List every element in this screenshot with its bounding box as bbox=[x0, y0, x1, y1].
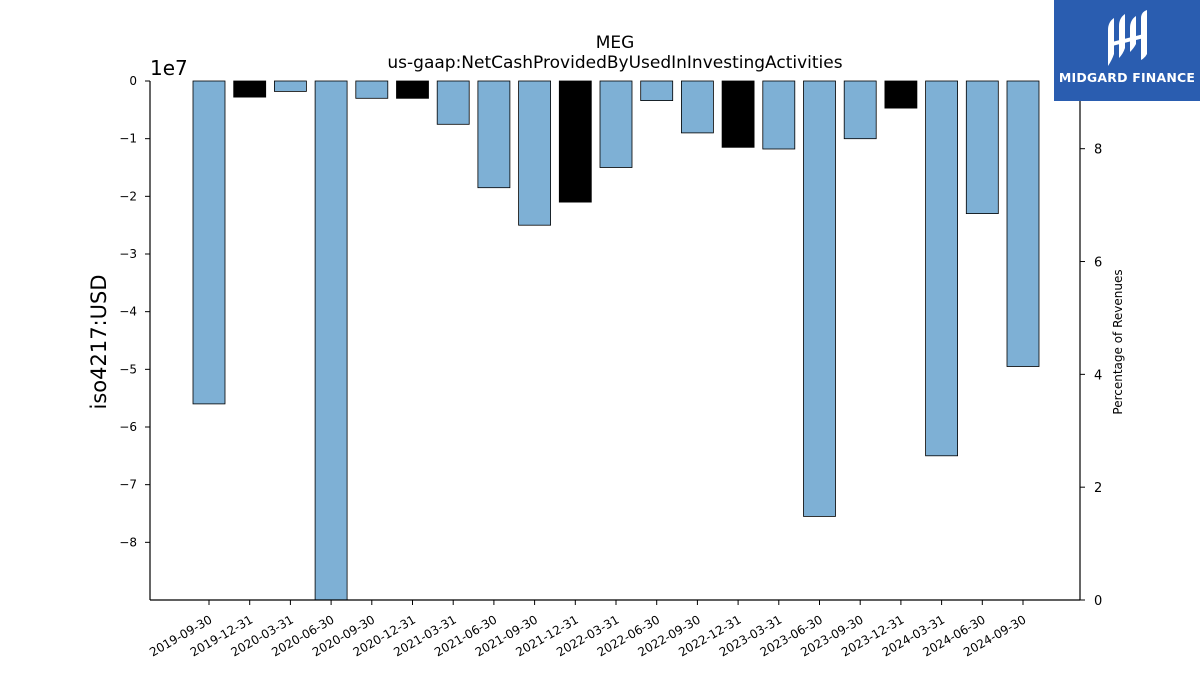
bar-2019-12-31 bbox=[233, 80, 267, 98]
bar-2021-06-30 bbox=[477, 80, 511, 189]
y-tick-label: −4 bbox=[119, 305, 137, 319]
bar-2022-12-31 bbox=[721, 80, 755, 148]
midgard-logo-icon bbox=[1108, 10, 1147, 66]
bar-2020-09-30 bbox=[355, 80, 389, 99]
bar-2024-06-30 bbox=[965, 80, 999, 215]
bar-2020-06-30 bbox=[314, 80, 348, 601]
logo-text: MIDGARD FINANCE bbox=[1058, 70, 1196, 85]
company-logo: MIDGARD FINANCE bbox=[1054, 0, 1200, 101]
y-multiplier-label: 1e7 bbox=[150, 56, 188, 80]
y-right-axis-label: Percentage of Revenues bbox=[1111, 269, 1125, 414]
bar-2023-03-31 bbox=[762, 80, 796, 150]
y-tick-label: 0 bbox=[129, 74, 137, 88]
bar-2022-06-30 bbox=[640, 80, 674, 102]
bar-2023-12-31 bbox=[884, 80, 918, 109]
bar-2024-09-30 bbox=[1006, 80, 1040, 367]
bar-2022-03-31 bbox=[599, 80, 633, 168]
chart-title: MEG bbox=[596, 33, 635, 53]
y-right-tick-label: 8 bbox=[1094, 143, 1102, 158]
y-tick-label: −8 bbox=[119, 535, 137, 549]
y-tick-label: −5 bbox=[119, 362, 137, 376]
y-right-tick-label: 6 bbox=[1094, 256, 1102, 271]
y-right-tick-label: 4 bbox=[1094, 368, 1102, 383]
bar-2020-12-31 bbox=[396, 80, 429, 99]
y-tick-label: −3 bbox=[119, 247, 137, 261]
y-axis-label: iso4217:USD bbox=[87, 274, 111, 409]
bar-2020-03-31 bbox=[273, 80, 307, 92]
bar-2019-09-30 bbox=[192, 80, 226, 405]
y-tick-label: −2 bbox=[119, 189, 137, 203]
bar-2021-03-31 bbox=[436, 80, 470, 125]
y-tick-label: −6 bbox=[119, 420, 137, 434]
bar-2021-12-31 bbox=[558, 80, 592, 203]
bar-2022-09-30 bbox=[681, 80, 714, 134]
bar-2021-09-30 bbox=[518, 80, 551, 226]
y-tick-label: −7 bbox=[119, 478, 137, 492]
bar-2024-03-31 bbox=[925, 80, 958, 457]
y-tick-label: −1 bbox=[119, 132, 137, 146]
bar-2023-09-30 bbox=[843, 80, 877, 140]
y-right-tick-label: 0 bbox=[1094, 594, 1102, 609]
chart-subtitle: us-gaap:NetCashProvidedByUsedInInvesting… bbox=[387, 53, 842, 73]
bar-2023-06-30 bbox=[803, 80, 836, 517]
y-right-tick-label: 2 bbox=[1094, 481, 1102, 496]
